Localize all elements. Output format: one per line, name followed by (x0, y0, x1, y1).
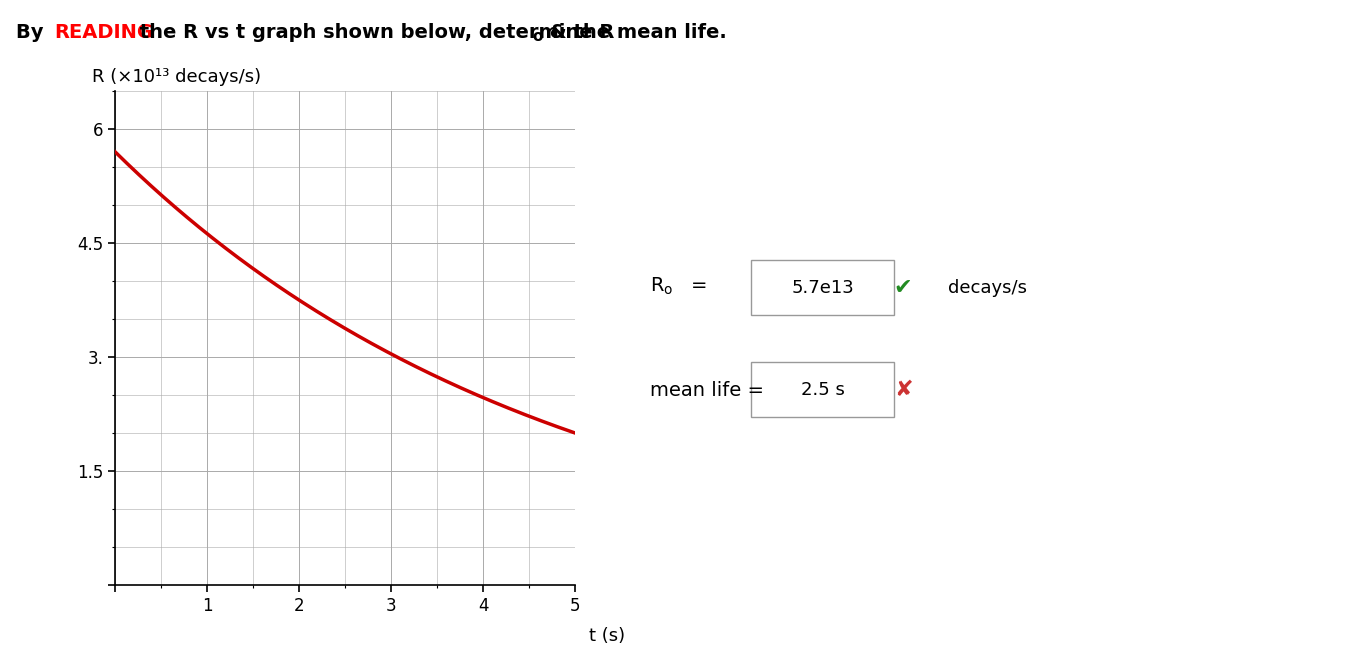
Text: R (×10¹³ decays/s): R (×10¹³ decays/s) (92, 68, 261, 86)
FancyBboxPatch shape (751, 362, 894, 417)
Text: ✘: ✘ (894, 380, 913, 400)
Text: 2.5 s: 2.5 s (800, 381, 845, 398)
Text: ✔: ✔ (894, 278, 913, 298)
Text: mean life =: mean life = (650, 380, 764, 400)
Text: t (s): t (s) (589, 627, 626, 645)
FancyBboxPatch shape (751, 260, 894, 315)
Text: By: By (16, 23, 50, 42)
Text: o: o (532, 29, 543, 44)
Text: decays/s: decays/s (948, 279, 1026, 296)
Text: & the mean life.: & the mean life. (543, 23, 727, 42)
Text: 5.7e13: 5.7e13 (791, 279, 854, 296)
Text: =: = (691, 276, 707, 296)
Text: the R vs t graph shown below, determine R: the R vs t graph shown below, determine … (133, 23, 615, 42)
Text: READING: READING (54, 23, 153, 42)
Text: R$_\mathregular{o}$: R$_\mathregular{o}$ (650, 276, 673, 296)
